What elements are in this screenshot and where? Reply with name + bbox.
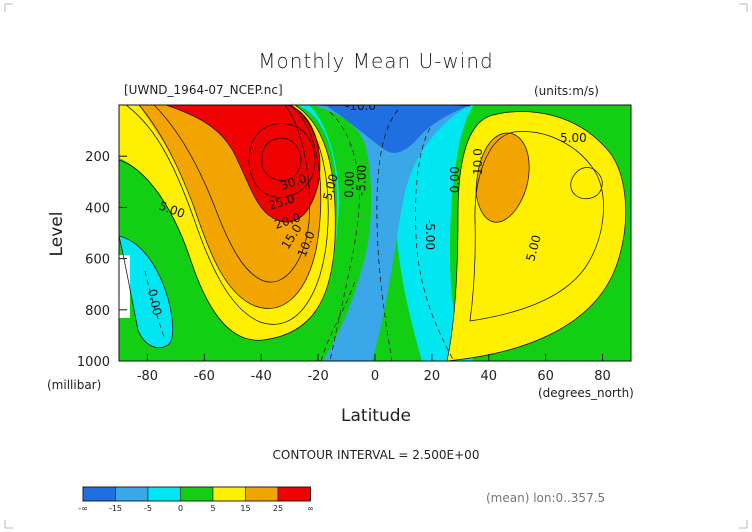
contour-value-label: 0.00 [145, 288, 164, 317]
colorbar-tick-label: ∞ [307, 504, 314, 513]
colorbar-tick-label: -∞ [78, 504, 88, 513]
x-tick-label: 40 [481, 369, 498, 384]
x-axis-unit: (degrees_north) [538, 386, 634, 400]
colorbar-tick-label: 15 [240, 504, 250, 513]
contour-field: -10.0 5.00 0.00 25.0 30.0 20.0 15.0 10.0… [119, 99, 631, 361]
contour-value-label: 0.00 [448, 166, 462, 193]
contour-value-label: -5.00 [423, 219, 437, 250]
upper-easterly-core [325, 105, 470, 153]
equatorial-green-cell [397, 319, 411, 352]
x-tick-label: -60 [194, 369, 215, 384]
missing-data-patch [119, 255, 130, 318]
contour-line [138, 105, 322, 309]
contour-line [248, 123, 316, 198]
contour-line [329, 111, 360, 361]
contour-value-label: 5.00 [560, 131, 587, 145]
x-tick-label: 20 [424, 369, 441, 384]
y-tick-label: 600 [85, 253, 110, 268]
contour-line [469, 131, 604, 322]
contour-line [119, 235, 174, 349]
contour-line [475, 132, 530, 223]
contour-line [320, 277, 357, 361]
contour-line [125, 105, 329, 325]
southern-weak-band [119, 236, 173, 348]
colorbar [82, 486, 311, 502]
easterly-band [312, 105, 470, 361]
colorbar-segment [180, 486, 214, 502]
y-tick-label: 1000 [77, 355, 110, 370]
x-tick-label: 60 [537, 369, 554, 384]
x-tick-label: -40 [251, 369, 272, 384]
contour-line [376, 109, 399, 361]
contour-value-label: 5.00 [523, 233, 543, 262]
colorbar-tick-label: -15 [109, 504, 122, 513]
colorbar-labels: -∞ -15 -5 0 5 15 25 ∞ [78, 504, 314, 513]
y-tick-label: 800 [85, 304, 110, 319]
y-axis-unit: (millibar) [47, 378, 101, 392]
contour-value-label: -5.00 [354, 165, 369, 197]
colorbar-tick-label: 25 [273, 504, 283, 513]
colorbar-tick-label: -5 [144, 504, 152, 513]
chart-title: Monthly Mean U-wind [258, 49, 493, 73]
page-corner-marks [4, 3, 748, 529]
x-axis-title: Latitude [341, 406, 411, 426]
colorbar-segment [115, 486, 149, 502]
contour-line [415, 127, 455, 361]
contour-line [119, 105, 336, 341]
x-tick-label: -80 [137, 369, 158, 384]
colorbar-segment [147, 486, 181, 502]
x-tick-label: 0 [371, 369, 379, 384]
colorbar-segment [82, 486, 116, 502]
colorbar-tick-label: 5 [210, 504, 215, 513]
x-tick-label: -20 [307, 369, 328, 384]
x-tick-label: 80 [594, 369, 611, 384]
contour-value-labels: -10.0 5.00 0.00 25.0 30.0 20.0 15.0 10.0… [145, 99, 587, 317]
longitude-range-label: (mean) lon:0..357.5 [486, 491, 605, 505]
contour-value-label: 0.00 [342, 171, 357, 198]
contour-line [153, 105, 311, 283]
y-tick-label: 400 [85, 201, 110, 216]
colorbar-segment [245, 486, 279, 502]
colorbar-outline [82, 486, 311, 502]
contour-value-label: 10.0 [471, 148, 485, 175]
contour-value-label: -10.0 [345, 99, 376, 113]
contour-lines [119, 105, 627, 361]
colorbar-segment [277, 486, 311, 502]
small-easterly-cell [345, 337, 356, 352]
northern-jet-orange [476, 133, 530, 223]
colorbar-tick-label: 0 [178, 504, 183, 513]
southern-jet-core [166, 105, 320, 222]
colorbar-segment [212, 486, 246, 502]
y-tick-label: 200 [85, 150, 110, 165]
dataset-label: [UWND_1964-07_NCEP.nc] [124, 83, 283, 97]
contour-line [570, 167, 603, 200]
contour-value-label: 5.00 [320, 172, 340, 201]
contour-line [261, 137, 302, 181]
units-label: (units:m/s) [534, 84, 599, 98]
y-axis-ticks: 200 400 600 800 1000 [77, 150, 127, 370]
y-axis-title: Level [47, 212, 67, 257]
x-axis-ticks: -80 -60 -40 -20 0 20 40 60 80 [137, 354, 611, 384]
contour-interval-label: CONTOUR INTERVAL = 2.500E+00 [273, 448, 480, 462]
contour-line [446, 111, 627, 361]
contour-line [165, 105, 321, 223]
